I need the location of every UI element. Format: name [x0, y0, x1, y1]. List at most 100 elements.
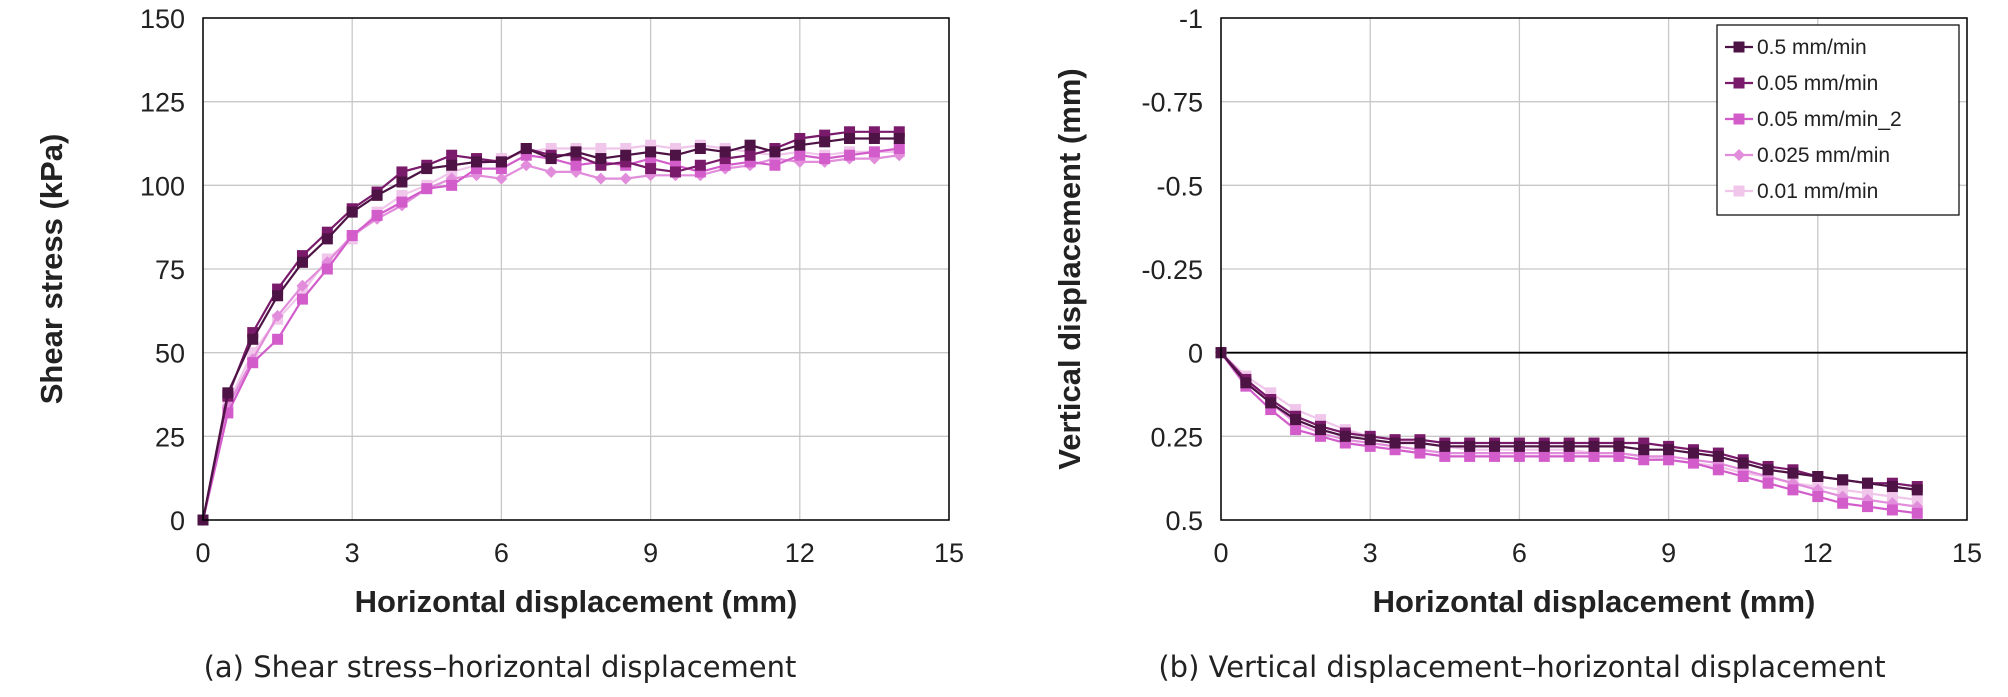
data-point [1265, 404, 1277, 416]
data-point [669, 159, 681, 171]
data-point [471, 156, 483, 168]
data-point [1290, 424, 1302, 436]
series-0-05-mm-min-2 [197, 143, 905, 526]
data-point [1862, 487, 1874, 499]
data-point [1464, 440, 1476, 452]
x-tick-label: 9 [1661, 538, 1676, 568]
y-tick-label: -0.75 [1141, 88, 1203, 118]
data-point [819, 153, 831, 165]
data-point [1613, 440, 1625, 452]
data-point [1712, 450, 1724, 462]
series-0-5-mm-min [1215, 347, 1923, 496]
data-point [1314, 414, 1326, 426]
data-point [1712, 464, 1724, 476]
data-point [645, 139, 657, 151]
legend-item: 0.01 mm/min [1725, 180, 1878, 203]
y-tick-label: 125 [140, 88, 185, 118]
y-tick-label: 0 [170, 506, 185, 536]
data-point [371, 189, 383, 201]
data-point [570, 159, 582, 171]
panel-b-y-axis-title: Vertical displacement (mm) [1052, 68, 1087, 469]
data-point [595, 159, 607, 171]
data-point [570, 146, 582, 158]
data-point [1364, 434, 1376, 446]
data-point [296, 293, 308, 305]
data-point [1439, 440, 1451, 452]
data-point [1687, 457, 1699, 469]
data-point [222, 387, 234, 399]
data-point [744, 149, 756, 161]
data-point [1314, 424, 1326, 436]
data-point [545, 143, 557, 155]
data-point [1812, 491, 1824, 503]
data-point [893, 126, 905, 138]
data-point [1762, 464, 1774, 476]
data-point [1737, 457, 1749, 469]
data-point [1812, 470, 1824, 482]
data-point [1464, 450, 1476, 462]
y-tick-label: 0 [1188, 339, 1203, 369]
x-tick-label: 9 [643, 538, 658, 568]
data-point [1563, 440, 1575, 452]
data-point [1638, 444, 1650, 456]
data-point [1240, 377, 1252, 389]
y-tick-label: 0.25 [1150, 422, 1203, 452]
legend-marker [1733, 185, 1745, 197]
data-point [321, 233, 333, 245]
data-point [844, 132, 856, 144]
data-point [868, 126, 880, 138]
data-point [520, 159, 533, 172]
data-point [495, 156, 507, 168]
panel-b-plot-frame [1220, 17, 1968, 521]
data-point [296, 256, 308, 268]
data-point [296, 250, 308, 262]
panel-a-y-axis-title: Shear stress (kPa) [34, 134, 69, 405]
data-point [272, 333, 284, 345]
data-point [346, 230, 358, 242]
data-point [271, 309, 284, 322]
data-point [222, 407, 234, 419]
y-tick-label: 0.5 [1165, 506, 1203, 536]
data-point [744, 156, 756, 168]
data-point [471, 163, 483, 175]
panel-b-x-ticks: 0 3 6 9 12 15 [1213, 538, 1982, 568]
legend-label: 0.01 mm/min [1757, 180, 1878, 203]
legend-label: 0.025 mm/min [1757, 144, 1890, 167]
data-point [744, 139, 756, 151]
data-point [595, 143, 607, 155]
data-point [1837, 497, 1849, 509]
data-point [1837, 474, 1849, 486]
legend-marker [1733, 41, 1745, 53]
series-0-025-mm-min [197, 149, 906, 526]
data-point [1290, 404, 1302, 416]
data-point [247, 347, 259, 359]
series-line [201, 154, 900, 521]
data-point [868, 132, 880, 144]
y-tick-label: 50 [155, 339, 185, 369]
data-point [371, 209, 383, 221]
data-point [1787, 467, 1799, 479]
data-point [1538, 450, 1550, 462]
panel-a-chart: 0 3 6 9 12 15 0 25 50 75 100 125 150 Horizontal dis… [34, 4, 964, 684]
data-point [1886, 481, 1898, 493]
series-line [201, 137, 900, 521]
data-point [620, 156, 632, 168]
data-point [620, 143, 632, 155]
series-0-5-mm-min [197, 132, 905, 526]
data-point [1613, 450, 1625, 462]
data-point [1737, 470, 1749, 482]
legend-marker [1733, 113, 1745, 125]
legend-label: 0.05 mm/min [1757, 72, 1878, 95]
y-tick-label: 25 [155, 422, 185, 452]
data-point [1563, 450, 1575, 462]
data-point [545, 153, 557, 165]
data-point [446, 166, 458, 178]
data-point [1364, 440, 1376, 452]
x-tick-label: 3 [1363, 538, 1378, 568]
y-tick-label: 100 [140, 171, 185, 201]
data-point [296, 286, 308, 298]
legend-marker [1733, 149, 1745, 161]
data-point [719, 159, 731, 171]
data-point [1862, 477, 1874, 489]
data-point [1911, 494, 1923, 506]
